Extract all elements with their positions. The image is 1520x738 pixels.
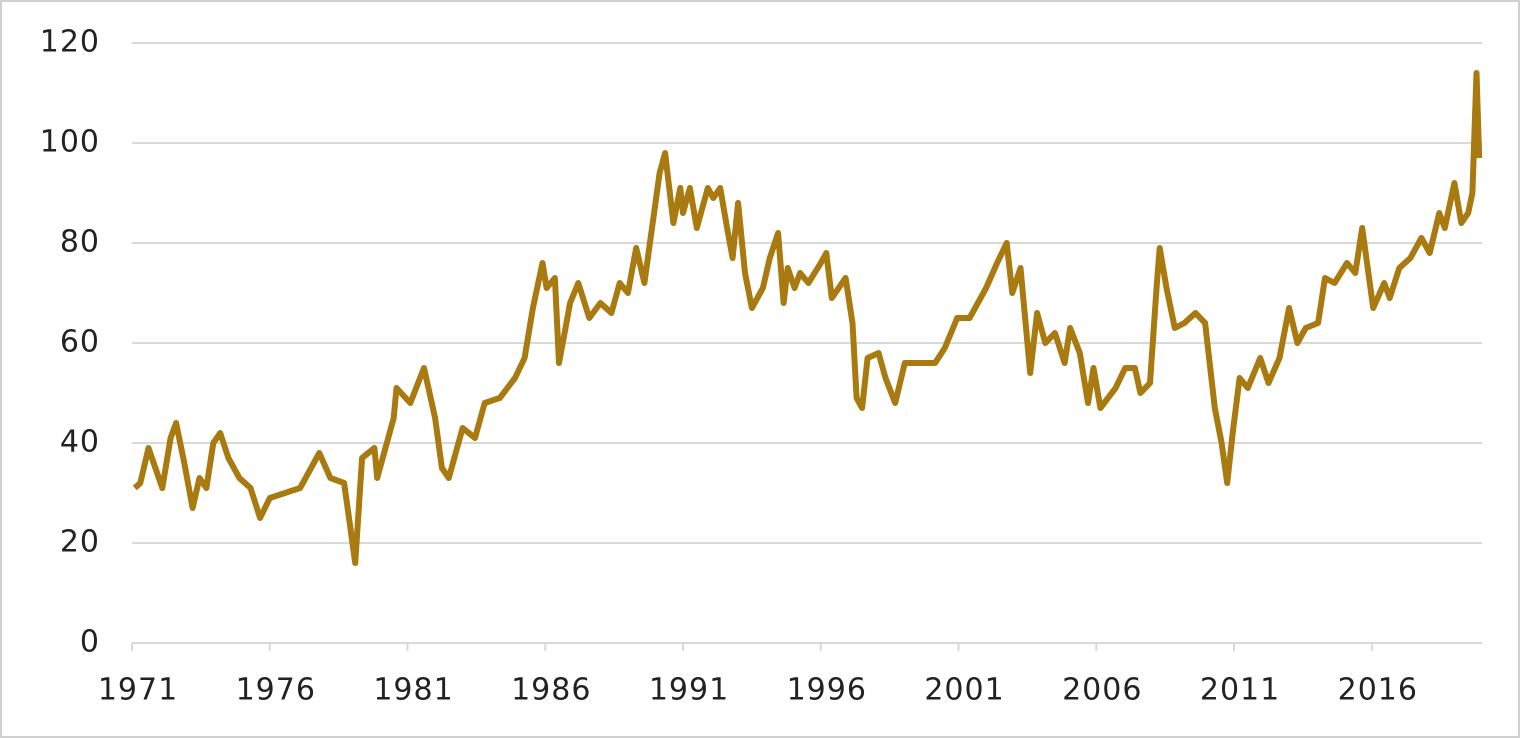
x-tick-label: 2006 — [1062, 673, 1142, 708]
x-tick-label: 1976 — [236, 673, 316, 708]
x-tick-label: 1981 — [373, 673, 453, 708]
x-tick-label: 1991 — [649, 673, 729, 708]
x-tick-label: 2011 — [1200, 673, 1280, 708]
y-tick-label: 100 — [40, 125, 100, 160]
x-tick-label: 1996 — [787, 673, 867, 708]
y-tick-label: 60 — [60, 325, 100, 360]
y-tick-label: 80 — [60, 225, 100, 260]
y-tick-label: 0 — [80, 625, 100, 660]
y-tick-label: 20 — [60, 525, 100, 560]
y-tick-label: 40 — [60, 425, 100, 460]
x-tick-label: 2016 — [1338, 673, 1418, 708]
y-tick-label: 120 — [40, 25, 100, 60]
x-tick-label: 1986 — [511, 673, 591, 708]
x-tick-label: 2001 — [924, 673, 1004, 708]
data-line — [132, 70, 1483, 566]
x-tick-label: 1971 — [98, 673, 178, 708]
